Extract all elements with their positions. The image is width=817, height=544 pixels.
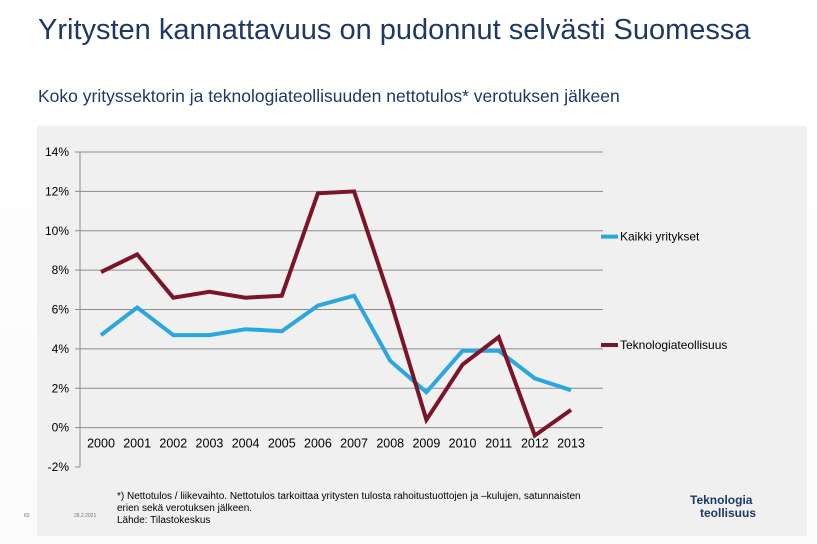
- grid-lines: [80, 151, 603, 389]
- y-tick-label: 8%: [52, 263, 70, 277]
- x-tick-label: 2011: [485, 437, 512, 451]
- x-axis-ticks: 2000 2001 2002 2003 2004 2005 2006 2007 2008 2009…: [87, 437, 585, 451]
- legend-label: Kaikki yritykset: [620, 230, 700, 244]
- legend-label: Teknologiateollisuus: [620, 338, 727, 352]
- x-tick-label: 2007: [340, 437, 368, 451]
- y-tick-label: 2%: [52, 381, 70, 395]
- teknologiateollisuus-logo: Teknologia teollisuus: [690, 494, 790, 520]
- x-tick-label: 2012: [521, 437, 549, 451]
- x-tick-label: 2005: [268, 437, 296, 451]
- slide-number: 83: [24, 513, 30, 519]
- slide-title: Yritysten kannattavuus on pudonnut selvä…: [38, 14, 751, 46]
- footnote: *) Nettotulos / liikevaihto. Nettotulos …: [117, 491, 637, 527]
- slide-subtitle: Koko yrityssektorin ja teknologiateollis…: [38, 86, 620, 106]
- y-tick-label: 4%: [52, 342, 70, 356]
- x-tick-label: 2004: [232, 437, 260, 451]
- x-tick-label: 2010: [449, 437, 477, 451]
- logo-line-1: Teknologia: [690, 493, 753, 507]
- y-tick-label: 14%: [45, 145, 69, 159]
- footnote-line: erien sekä verotuksen jälkeen.: [117, 503, 253, 514]
- x-tick-label: 2003: [196, 437, 224, 451]
- y-tick-label: 12%: [45, 184, 69, 198]
- series-line-teknologiateollisuus: [100, 189, 573, 439]
- x-tick-label: 2001: [123, 437, 151, 451]
- x-tick-label: 2008: [376, 437, 404, 451]
- axes: [79, 152, 603, 467]
- legend: Kaikki yritykset Teknologiateollisuus: [601, 230, 727, 352]
- slide-date: 28.2.2021: [74, 513, 97, 519]
- x-tick-label: 2009: [412, 437, 440, 451]
- footnote-line: *) Nettotulos / liikevaihto. Nettotulos …: [117, 491, 581, 502]
- y-tick-label: -2%: [48, 460, 70, 474]
- y-tick-label: 6%: [52, 303, 70, 317]
- y-axis-ticks: 14% 12% 10% 8% 6% 4% 2% 0% -2%: [45, 145, 80, 474]
- logo-line-2: teollisuus: [700, 506, 757, 520]
- x-tick-label: 2006: [304, 437, 332, 451]
- x-tick-label: 2013: [557, 437, 585, 451]
- y-tick-label: 10%: [45, 224, 69, 238]
- x-tick-label: 2000: [87, 437, 115, 451]
- series-lines: [99, 189, 573, 439]
- y-tick-label: 0%: [52, 421, 70, 435]
- series-line-kaikki-yritykset: [99, 293, 572, 396]
- x-tick-label: 2002: [159, 437, 187, 451]
- source-line: Lähde: Tilastokeskus: [117, 515, 211, 526]
